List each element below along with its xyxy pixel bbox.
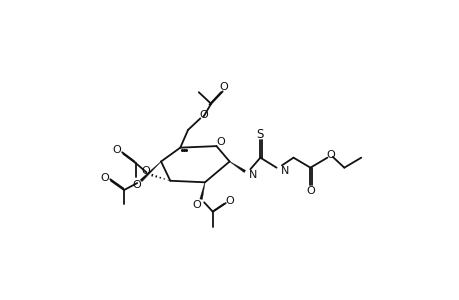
Polygon shape <box>229 161 245 172</box>
Text: O: O <box>112 145 121 155</box>
Text: O: O <box>218 82 227 92</box>
Text: O: O <box>133 180 141 190</box>
Text: O: O <box>305 186 314 196</box>
Text: O: O <box>326 150 335 160</box>
Text: O: O <box>192 200 201 210</box>
Text: O: O <box>141 166 150 176</box>
Text: O: O <box>216 137 224 147</box>
Text: O: O <box>199 110 208 120</box>
Text: N: N <box>248 169 257 180</box>
Polygon shape <box>199 182 205 200</box>
Polygon shape <box>140 161 161 182</box>
Text: O: O <box>100 173 109 183</box>
Text: S: S <box>256 128 263 141</box>
Text: N: N <box>280 166 288 176</box>
Text: O: O <box>225 196 234 206</box>
